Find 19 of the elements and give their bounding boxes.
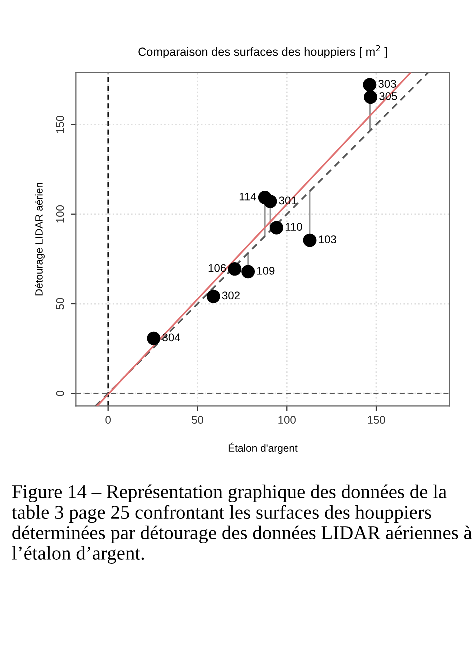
annotation: 110 — [286, 223, 302, 231]
annotation: 106 — [208, 264, 226, 272]
y-tick-label: 150 — [56, 116, 64, 134]
x-axis-title: Étalon d'argent — [228, 442, 298, 454]
y-tick-label: 50 — [56, 298, 64, 310]
x-tick-label: 100 — [278, 416, 296, 424]
y-tick-label: 0 — [56, 390, 64, 396]
caption: Figure 14 – Représentation graphique des données de la table 3 page 25 confrontant les surfaces des houppiers déterminées par détourage des données LIDAR aériennes à l’étalon d’argent. — [12, 484, 472, 564]
y-tick-label: 100 — [56, 206, 64, 223]
y-axis-title: Détourage LIDAR aérien — [35, 183, 45, 296]
annotation: 109 — [258, 267, 275, 275]
annotation: 303 — [378, 80, 396, 88]
x-tick-label: 0 — [106, 416, 111, 424]
chart-title: Comparaison des surfaces des houppiers [ m$^{2}$ ] — [138, 45, 388, 59]
annotation: 114 — [240, 192, 256, 201]
annotation: 302 — [222, 292, 240, 300]
x-tick-label: 50 — [192, 416, 204, 424]
annotation: 103 — [319, 236, 336, 244]
x-tick-label: 150 — [368, 416, 386, 424]
